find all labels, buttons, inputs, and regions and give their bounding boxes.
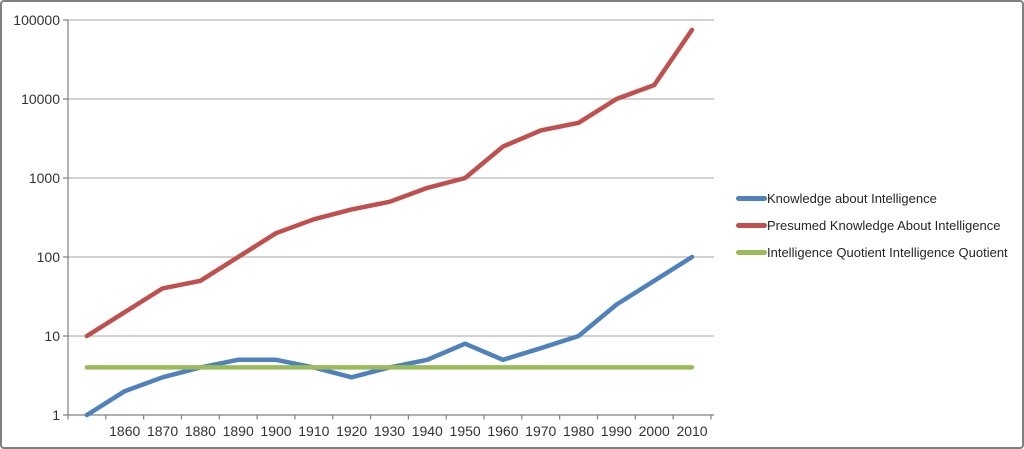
- legend-label: Presumed Knowledge About Intelligence: [767, 218, 1001, 233]
- x-axis-label: 1950: [450, 423, 481, 439]
- x-axis-label: 1870: [147, 423, 178, 439]
- x-axis-label: 1890: [223, 423, 254, 439]
- x-axis-label: 1990: [601, 423, 632, 439]
- x-axis-label: 1900: [260, 423, 291, 439]
- x-axis-label: 2000: [639, 423, 670, 439]
- x-axis-label: 1860: [109, 423, 140, 439]
- legend-item: Presumed Knowledge About Intelligence: [736, 212, 1022, 239]
- x-axis-label: 1980: [563, 423, 594, 439]
- legend-label: Intelligence Quotient Intelligence Quoti…: [767, 245, 1008, 260]
- y-axis-label: 100000: [13, 12, 60, 28]
- y-axis-label: 1: [52, 407, 60, 423]
- series-line-presumed-knowledge: [84, 27, 695, 339]
- x-axis-label: 1880: [185, 423, 216, 439]
- x-axis-label: 1910: [298, 423, 329, 439]
- legend-line-swatch-blue: [736, 196, 767, 201]
- legend: Knowledge about Intelligence Presumed Kn…: [736, 185, 1022, 266]
- x-axis-label: 1970: [525, 423, 556, 439]
- legend-line-swatch-green: [736, 250, 767, 255]
- x-axis-label: 1930: [374, 423, 405, 439]
- x-axis-label: 2010: [676, 423, 707, 439]
- legend-item: Intelligence Quotient Intelligence Quoti…: [736, 239, 1022, 266]
- y-axis-label: 1000: [29, 170, 60, 186]
- legend-line-swatch-red: [736, 223, 767, 228]
- x-axis-label: 1940: [412, 423, 443, 439]
- x-axis-label: 1960: [487, 423, 518, 439]
- legend-label: Knowledge about Intelligence: [767, 191, 937, 206]
- x-axis-label: 1920: [336, 423, 367, 439]
- y-axis-label: 10000: [21, 91, 60, 107]
- y-axis-label: 100: [37, 249, 61, 265]
- legend-item: Knowledge about Intelligence: [736, 185, 1022, 212]
- y-axis-label: 10: [44, 328, 60, 344]
